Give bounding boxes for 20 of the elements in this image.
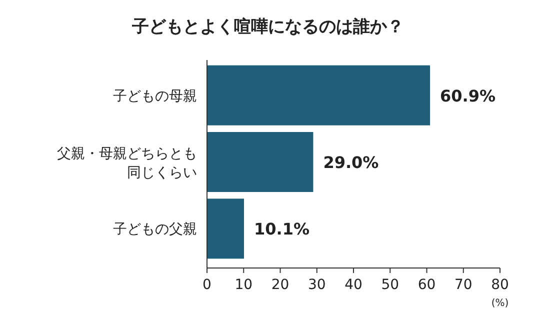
bar: [207, 132, 314, 192]
x-tick-label: 70: [454, 277, 472, 293]
x-tick-label: 50: [381, 277, 400, 293]
x-tick-label: 20: [271, 277, 290, 293]
data-label: 29.0%: [323, 153, 379, 172]
y-tick-label: 子どもの父親: [113, 222, 197, 238]
y-tick-label: 子どもの母親: [113, 88, 197, 104]
x-axis-title: (%): [491, 298, 509, 309]
x-tick-label: 30: [308, 277, 326, 293]
x-tick-label: 0: [202, 277, 212, 293]
y-tick-label: 父親・母親どちらとも同じくらい: [57, 146, 197, 181]
x-tick-label: 60: [418, 277, 436, 293]
x-tick-label: 40: [344, 277, 362, 293]
data-label: 60.9%: [440, 86, 496, 106]
bar: [207, 65, 430, 126]
x-tick-label: 80: [491, 277, 509, 293]
bar: [207, 198, 244, 259]
data-label: 10.1%: [254, 220, 310, 239]
x-tick-label: 10: [234, 277, 253, 293]
chart-title: 子どもとよく喧嘩になるのは誰か？: [131, 17, 404, 37]
